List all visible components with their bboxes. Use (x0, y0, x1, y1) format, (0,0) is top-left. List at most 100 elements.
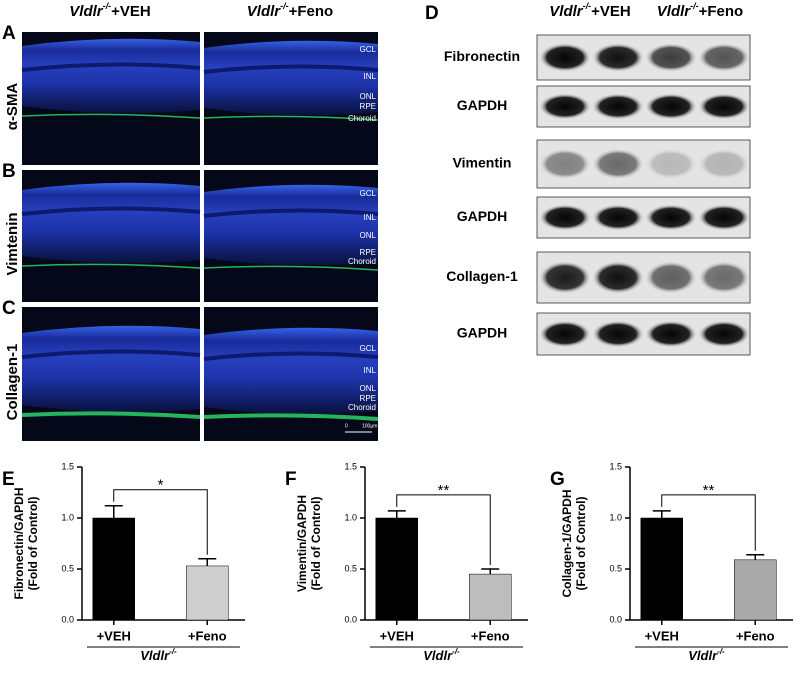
layer-label: INL (364, 213, 377, 222)
blot-band (698, 204, 750, 231)
x-tick-label: +Feno (188, 628, 227, 643)
panel-letter: F (285, 469, 297, 490)
treatment: +VEH (591, 3, 631, 20)
layer-label: GCL (360, 189, 377, 198)
y-tick-label: 1.0 (609, 512, 622, 522)
y-tick-label: 0.5 (61, 563, 74, 573)
scale-bar-label: 0 (345, 423, 348, 429)
blot-band (592, 148, 644, 180)
treatment: +Feno (289, 3, 334, 20)
retina-layer (22, 182, 200, 264)
y-tick-label: 1.5 (609, 461, 622, 471)
layer-label: RPE (360, 248, 376, 257)
gene-superscript: -/- (103, 1, 112, 11)
x-axis-label-sup: -/- (717, 647, 725, 656)
y-tick-label: 1.0 (61, 512, 74, 522)
gene-superscript: -/- (583, 1, 592, 11)
blot-label: Fibronectin (444, 48, 520, 64)
row-label: α-SMA (4, 83, 21, 131)
blot-band (539, 261, 591, 294)
x-tick-label: +VEH (645, 628, 679, 643)
green-stain (21, 113, 201, 119)
blot-band (592, 93, 644, 120)
row-label: Vimtenin (4, 212, 21, 275)
blot-band (539, 43, 591, 72)
blot-band (539, 204, 591, 231)
blot-band (698, 148, 750, 180)
bar (469, 573, 512, 621)
green-stain (21, 263, 201, 269)
significance-bracket (661, 494, 756, 551)
blot-band (539, 148, 591, 180)
panel-letter: C (2, 298, 16, 319)
column-header: Vldlr-/-+VEH (549, 1, 630, 20)
x-axis-label-sup: -/- (169, 647, 177, 656)
y-tick-label: 1.0 (344, 512, 357, 522)
retina-layer (22, 38, 200, 114)
blot-label: GAPDH (457, 325, 508, 341)
y-tick-label: 0.0 (609, 614, 622, 624)
y-axis-label: Fibronectin/GAPDH (12, 487, 26, 599)
blot-band (645, 43, 697, 72)
layer-label: ONL (360, 92, 377, 101)
layer-label: ONL (360, 231, 377, 240)
treatment: +VEH (111, 3, 151, 20)
blot-band (592, 43, 644, 72)
blot-label: GAPDH (457, 97, 508, 113)
y-tick-label: 1.5 (344, 461, 357, 471)
blot-band (698, 261, 750, 294)
y-tick-label: 0.0 (344, 614, 357, 624)
x-axis-label-sup: -/- (452, 647, 460, 656)
gene: Vldlr (69, 3, 104, 20)
blot-label: Vimentin (453, 155, 512, 171)
x-axis-label-text: Vldlr (140, 648, 170, 663)
layer-label: INL (364, 366, 377, 375)
significance-mark: * (158, 477, 164, 494)
column-header: Vldlr-/-+Feno (657, 1, 743, 20)
panel-letter: D (425, 3, 439, 24)
retina-layer (204, 327, 378, 415)
significance-bracket (113, 489, 208, 555)
blot-band (698, 93, 750, 120)
y-tick-label: 0.0 (61, 614, 74, 624)
y-axis-label: (Fold of Control) (26, 497, 40, 591)
bar (640, 517, 683, 621)
panel-letter: B (2, 161, 16, 182)
x-tick-label: +VEH (97, 628, 131, 643)
column-header: Vldlr-/-+VEH (69, 1, 150, 20)
panel-letter: E (2, 469, 15, 490)
nuclear-band (21, 62, 201, 72)
y-axis-label: (Fold of Control) (309, 497, 323, 591)
y-tick-label: 0.5 (609, 563, 622, 573)
green-stain (203, 413, 379, 421)
green-stain (203, 115, 379, 121)
nuclear-band (203, 208, 379, 218)
blot-band (698, 43, 750, 72)
gene: Vldlr (247, 3, 282, 20)
layer-label: Choroid (348, 257, 376, 266)
bar (92, 517, 135, 621)
x-tick-label: +Feno (736, 628, 775, 643)
layer-label: ONL (360, 384, 377, 393)
retina-layer (204, 40, 378, 116)
significance-mark: ** (703, 482, 715, 499)
retina-layer (22, 325, 200, 413)
nuclear-band (21, 206, 201, 216)
bar (375, 517, 418, 621)
row-label: Collagen-1 (4, 344, 21, 421)
blot-band (592, 320, 644, 348)
blot-band (645, 204, 697, 231)
x-axis-label-text: Vldlr (688, 648, 718, 663)
layer-label: GCL (360, 344, 377, 353)
layer-label: Choroid (348, 114, 376, 123)
y-axis-label: (Fold of Control) (574, 497, 588, 591)
y-tick-label: 0.5 (344, 563, 357, 573)
nuclear-band (203, 351, 379, 361)
blot-band (539, 320, 591, 348)
y-axis-label: Vimentin/GAPDH (295, 495, 309, 592)
significance-bracket (396, 494, 491, 565)
green-stain (203, 265, 379, 271)
treatment: +Feno (699, 3, 744, 20)
gene: Vldlr (549, 3, 584, 20)
